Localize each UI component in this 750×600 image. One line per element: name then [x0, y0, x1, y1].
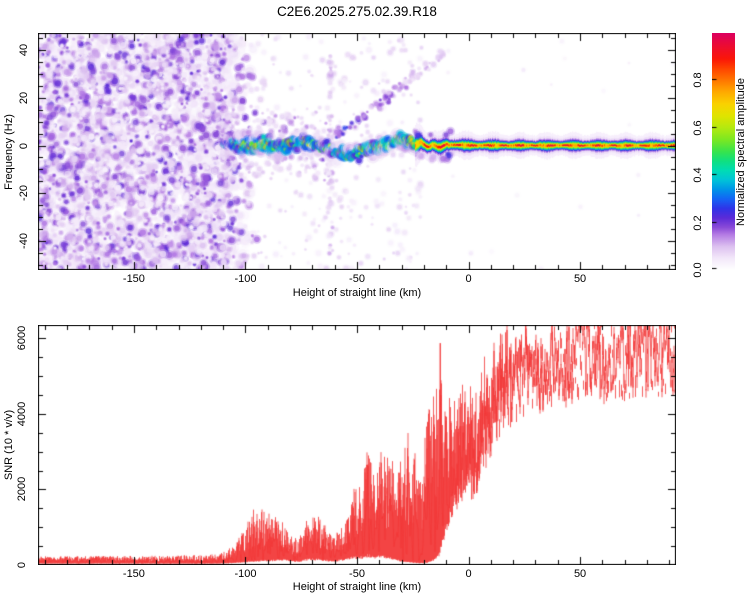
tick-label: -50	[349, 273, 365, 285]
tick-label: 0.6	[692, 120, 704, 136]
tick-label: 0.8	[692, 72, 704, 89]
tick-label: -150	[122, 273, 145, 285]
tick-label: 2000	[16, 477, 28, 502]
tick-label: 50	[573, 568, 587, 580]
tick-label: 20	[18, 91, 30, 104]
tick-label: 0.0	[692, 262, 704, 278]
snr-x-axis-label: Height of straight line (km)	[292, 581, 422, 593]
tick-label: 0	[465, 568, 472, 580]
tick-label: 0	[16, 561, 28, 569]
snr-y-axis-label: SNR (10 * v/v)	[3, 409, 15, 481]
tick-label: 40	[18, 43, 30, 56]
tick-label: 0	[18, 142, 30, 149]
tick-label: 0.4	[692, 167, 704, 183]
tick-label: 0.2	[692, 214, 704, 231]
colorbar-canvas	[712, 33, 735, 270]
tick-label: 50	[573, 273, 587, 285]
tick-label: -100	[234, 568, 257, 580]
tick-label: -50	[349, 568, 365, 580]
snr-canvas	[38, 325, 676, 565]
tick-label: 0	[465, 273, 472, 285]
colorbar-label: Normalized spectral amplitude	[735, 77, 747, 226]
tick-label: -150	[122, 568, 145, 580]
tick-label: -40	[18, 233, 30, 250]
spectrogram-canvas	[38, 33, 676, 270]
spec-x-axis-label: Height of straight line (km)	[292, 287, 422, 299]
tick-label: -20	[18, 185, 30, 202]
tick-label: 4000	[16, 401, 28, 427]
tick-label: 6000	[16, 325, 28, 351]
spec-y-axis-label: Frequency (Hz)	[3, 113, 15, 190]
plot-title: C2E6.2025.275.02.39.R18	[277, 4, 437, 19]
tick-label: -100	[234, 273, 257, 285]
